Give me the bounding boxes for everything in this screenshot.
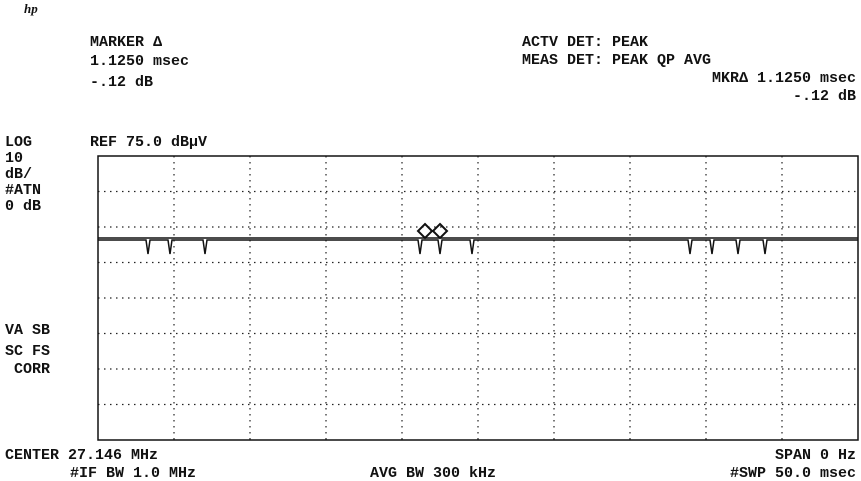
trace <box>98 237 858 255</box>
scale-mode: LOG <box>5 134 32 151</box>
graticule-border <box>97 155 859 441</box>
measure-detector: MEAS DET: PEAK QP AVG <box>522 52 711 69</box>
flag: CORR <box>14 361 50 378</box>
logo: hp <box>24 1 38 16</box>
center-frequency: CENTER 27.146 MHz <box>5 447 158 464</box>
division: 10 <box>5 150 23 167</box>
marker-symbols <box>416 222 449 240</box>
attenuation: 0 dB <box>5 198 41 215</box>
if-bandwidth: #IF BW 1.0 MHz <box>70 465 196 481</box>
marker-delta-level: -.12 dB <box>793 88 856 105</box>
span: SPAN 0 Hz <box>775 447 856 464</box>
marker-time: 1.1250 msec <box>90 53 189 70</box>
graticule <box>98 156 858 440</box>
flag: VA SB <box>5 322 50 339</box>
marker-title: MARKER ∆ <box>90 34 162 51</box>
sweep-time: #SWP 50.0 msec <box>730 465 856 481</box>
flag: SC FS <box>5 343 50 360</box>
marker-level: -.12 dB <box>90 74 153 91</box>
division-unit: dB/ <box>5 166 32 183</box>
active-detector: ACTV DET: PEAK <box>522 34 648 51</box>
attenuation-label: #ATN <box>5 182 41 199</box>
marker-delta-time: MKR∆ 1.1250 msec <box>712 70 856 87</box>
avg-bandwidth: AVG BW 300 kHz <box>370 465 496 481</box>
reference-level: REF 75.0 dBµV <box>90 134 207 151</box>
